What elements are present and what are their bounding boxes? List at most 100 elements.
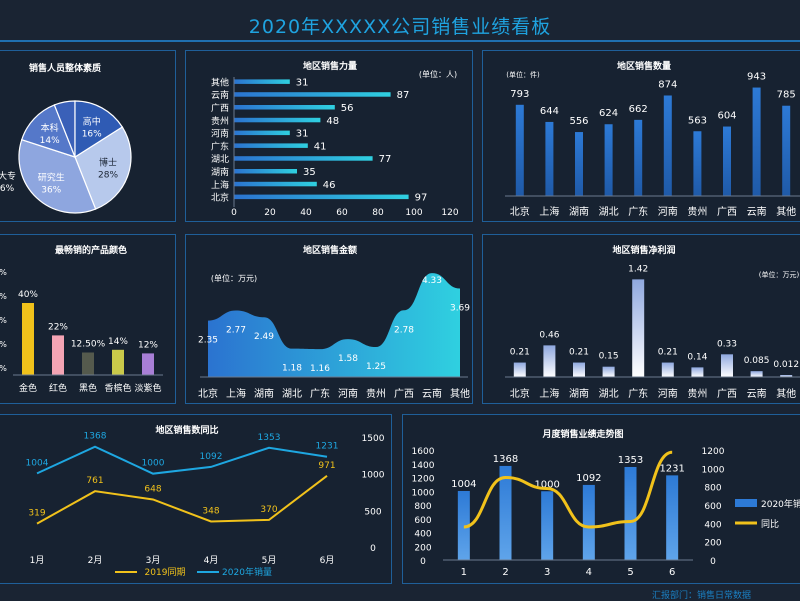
bar-value-label: 0.085 xyxy=(744,356,770,366)
bar xyxy=(112,349,124,375)
bar xyxy=(513,362,526,377)
x-tick-label: 湖北 xyxy=(599,388,619,400)
bar-value-label: 87 xyxy=(397,90,410,101)
bar xyxy=(750,371,763,377)
bar-value-label: 1092 xyxy=(576,473,601,484)
bar-category-label: 贵州 xyxy=(211,115,229,127)
bar-value-label: 563 xyxy=(688,115,707,126)
bar xyxy=(634,119,643,196)
bar xyxy=(142,353,154,375)
x-tick-label: 80 xyxy=(372,208,384,218)
bar-category-label: 广西 xyxy=(211,102,229,114)
bar xyxy=(545,121,554,196)
point-value-label: 1092 xyxy=(200,452,223,462)
bar xyxy=(693,131,702,196)
bar-category-label: 北京 xyxy=(211,192,229,204)
panel-colors: 最畅销的产品颜色%%%%% 40% 金色 22% 红色 12.50% 黑色 14% 香槟色 12%… xyxy=(0,234,176,404)
bar xyxy=(582,484,595,560)
pie-category-label: 本科 xyxy=(41,122,59,134)
bar-value-label: 785 xyxy=(777,90,796,101)
x-tick-label: 广东 xyxy=(628,205,648,218)
bar-value-label: 48 xyxy=(326,116,339,127)
panel-capacity: 地区销售力量 (单位：人) 其他 31 云南 87 广西 56 贵州 48 河南 31 广东 41 湖北 77… xyxy=(185,50,473,222)
x-tick-label: 河南 xyxy=(658,205,678,218)
area-value-label: 2.77 xyxy=(226,326,246,336)
panel-profit: 地区销售净利润 (单位：万元) 0.21 北京 0.46 上海 0.21 湖南 0.15 湖北 1.… xyxy=(482,234,800,404)
bar xyxy=(515,104,524,196)
bar xyxy=(661,362,674,377)
bar xyxy=(234,156,373,161)
y-tick-label: 1600 xyxy=(412,447,435,457)
bar xyxy=(234,194,409,200)
pie-category-label: 大专 xyxy=(0,170,16,182)
y2-tick-label: 600 xyxy=(704,502,721,512)
x-tick-label: 北京 xyxy=(510,205,530,218)
bar-value-label: 97 xyxy=(415,193,428,204)
bar-value-label: 624 xyxy=(599,108,618,119)
point-value-label: 648 xyxy=(144,484,161,494)
area-value-label: 1.18 xyxy=(282,364,302,374)
x-tick-label: 6 xyxy=(669,567,675,578)
bar xyxy=(752,87,761,196)
pie-value-label: 16% xyxy=(82,130,102,140)
x-tick-label: 金色 xyxy=(19,382,37,394)
x-tick-label: 20 xyxy=(264,208,276,218)
y2-tick-label: 800 xyxy=(704,484,721,494)
chart-title: 地区销售净利润 xyxy=(612,244,675,256)
x-tick-label: 1月 xyxy=(30,555,45,566)
chart-unit: (单位：人) xyxy=(419,69,457,79)
x-tick-label: 上海 xyxy=(539,205,559,218)
bar-value-label: 1000 xyxy=(534,479,559,490)
bar xyxy=(782,105,791,196)
report-footer: 汇报部门：销售日常数据 xyxy=(652,591,752,601)
pie-slice xyxy=(74,126,132,210)
x-tick-label: 3月 xyxy=(146,555,161,566)
x-tick-label: 5月 xyxy=(262,555,277,566)
x-tick-label: 上海 xyxy=(226,387,246,400)
x-tick-label: 4 xyxy=(586,567,592,578)
page-title: 2020年XXXXX公司销售业绩看板 xyxy=(248,16,552,38)
bar xyxy=(82,352,94,375)
bar-value-label: 1368 xyxy=(493,454,518,465)
chart-title: 最畅销的产品颜色 xyxy=(55,244,127,256)
panel-quantity: 地区销售数量 (单位：件) 793 北京 644 上海 556 湖南 624 湖北 662 广东 874… xyxy=(482,50,800,222)
bar-value-label: 604 xyxy=(717,111,736,122)
bar-value-label: 35 xyxy=(303,167,316,178)
bar-value-label: 943 xyxy=(747,72,766,83)
legend-label: 2020年销量 xyxy=(222,566,272,578)
area-value-label: 2.35 xyxy=(198,336,218,346)
chart-unit: (单位：件) xyxy=(506,70,540,79)
x-tick-label: 广东 xyxy=(628,387,648,400)
bar-value-label: 40% xyxy=(18,290,38,300)
bar xyxy=(780,375,793,377)
bar-value-label: 0.21 xyxy=(569,348,589,358)
bar xyxy=(52,335,64,375)
x-tick-label: 湖北 xyxy=(282,388,302,400)
y-tick-label: 1400 xyxy=(412,461,435,471)
bar-value-label: 662 xyxy=(629,104,648,115)
area-value-label: 1.25 xyxy=(366,362,386,372)
legend-label: 同比 xyxy=(761,518,779,530)
pie-category-label: 研究生 xyxy=(38,171,65,183)
panel-staff: 销售人员整体素质 博士 28% 研究生 36% 本科 14% 大专 6% 高中 16% xyxy=(0,50,176,222)
y2-tick-label: 0 xyxy=(710,557,716,567)
y-tick-label: % xyxy=(0,340,7,349)
y-tick-label: % xyxy=(0,316,7,325)
x-tick-label: 黑色 xyxy=(79,382,97,394)
x-tick-label: 5 xyxy=(627,567,633,578)
y-tick-label: 1000 xyxy=(412,488,435,498)
y-tick-label: 0 xyxy=(420,557,426,567)
point-value-label: 1000 xyxy=(142,459,165,469)
pie-value-label: 28% xyxy=(98,171,118,181)
bar xyxy=(541,491,554,560)
pie-category-label: 博士 xyxy=(99,157,117,169)
y-tick-label: 500 xyxy=(364,507,381,517)
y2-tick-label: 400 xyxy=(704,520,721,530)
bar-category-label: 湖北 xyxy=(211,154,229,165)
bar xyxy=(457,490,470,560)
panel-trend: 月度销售业绩走势图 0 200 400 600 800 1000 1200 1400 1600 0 2… xyxy=(402,414,800,584)
bar-category-label: 其他 xyxy=(211,76,229,88)
bar-value-label: 0.21 xyxy=(658,348,678,358)
area-value-label: 4.33 xyxy=(422,276,442,286)
series-line xyxy=(36,474,328,525)
